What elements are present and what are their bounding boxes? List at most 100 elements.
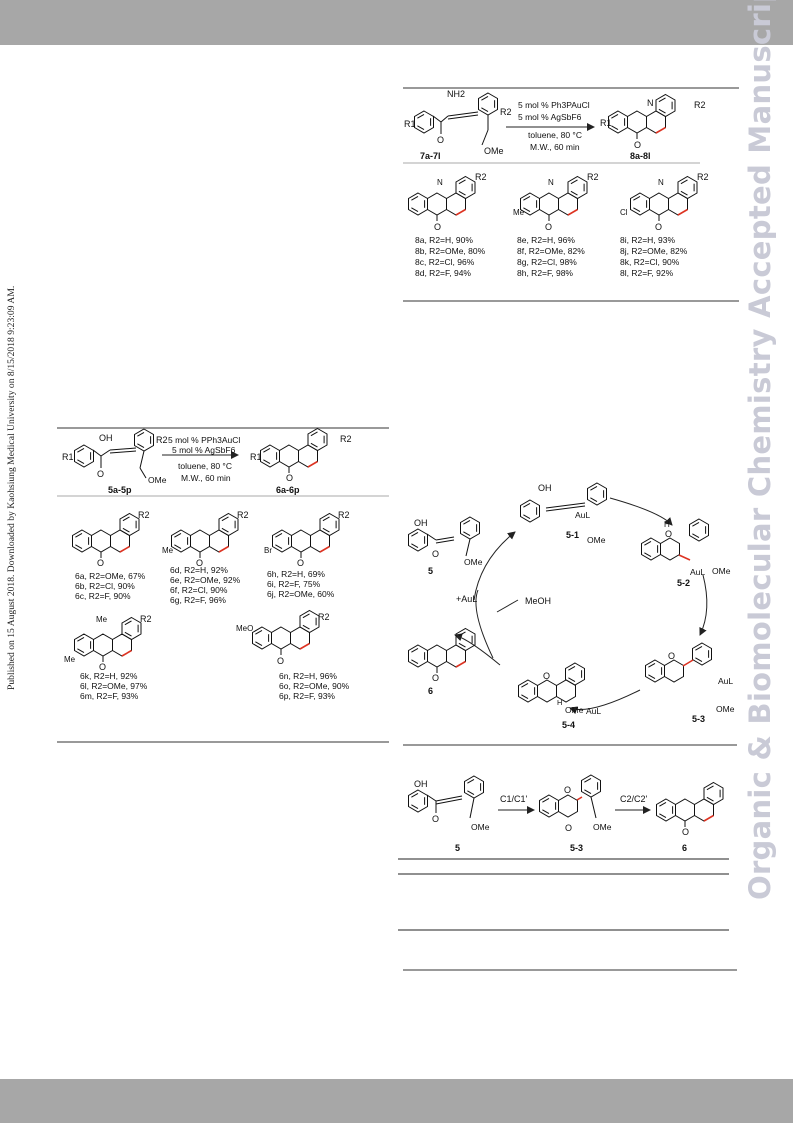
b53-styryl <box>581 774 601 798</box>
m53-ome: OMe <box>716 704 735 714</box>
entry-6j: 6j, R2=OMe, 60% <box>267 589 335 599</box>
mech-5-ring <box>408 528 428 552</box>
b6-product <box>657 783 724 828</box>
entry-8c: 8c, R2=Cl, 96% <box>415 257 475 267</box>
product-6d <box>172 514 239 559</box>
top-banner <box>0 0 793 45</box>
g5-o: O <box>277 656 284 666</box>
mechanism: OH OMe O 5 OH AuL OMe 5-1 O H AuL OMe 5-… <box>403 482 737 746</box>
b5-ome: OMe <box>471 822 490 832</box>
g4-me2: Me <box>64 655 76 664</box>
prod-r1: R1 <box>600 118 612 128</box>
product-6h <box>273 514 340 559</box>
g1-r2: R2 <box>138 510 150 520</box>
m54-aul: AuL <box>586 706 601 716</box>
cond1: 5 mol % Ph3PAuCl <box>518 100 590 110</box>
entry-8e: 8e, R2=H, 96% <box>517 235 575 245</box>
sm-ring <box>74 444 94 468</box>
entry-8k: 8k, R2=Cl, 90% <box>620 257 680 267</box>
m54-ome: OMe <box>565 705 584 715</box>
sm-styryl <box>134 428 154 452</box>
entry-6h: 6h, R2=H, 69% <box>267 569 325 579</box>
b5-ring <box>408 789 428 813</box>
styryl-ring <box>478 92 498 116</box>
scheme-bottom: OH OMe O 5 C1/C1' O O OMe 5-3 C2/C2' O 6 <box>398 774 737 971</box>
o-1: O <box>434 222 441 232</box>
cond2: 5 mol % AgSbF6 <box>172 445 236 455</box>
prod-label: 6a-6p <box>276 485 300 495</box>
r2-3: R2 <box>697 172 709 182</box>
entry-6p: 6p, R2=F, 93% <box>279 691 335 701</box>
r1-label: R1 <box>404 119 416 129</box>
aryl-ring <box>414 110 434 134</box>
entry-6f: 6f, R2=Cl, 90% <box>170 585 228 595</box>
label-5-1: 5-1 <box>566 530 579 540</box>
product-6 <box>261 429 328 474</box>
prod-label: 8a-8l <box>630 151 651 161</box>
prod-o: O <box>286 473 293 483</box>
entry-8i: 8i, R2=H, 93% <box>620 235 675 245</box>
r1: R1 <box>62 452 74 462</box>
entry-6d: 6d, R2=H, 92% <box>170 565 228 575</box>
b53-ome: OMe <box>593 822 612 832</box>
r2: R2 <box>156 435 168 445</box>
cond3: toluene, 80 °C <box>528 130 582 140</box>
b-label-5: 5 <box>455 843 460 853</box>
b5-styryl <box>464 775 484 799</box>
g4-r2: R2 <box>140 614 152 624</box>
entry-6i: 6i, R2=F, 75% <box>267 579 321 589</box>
b53-pyran <box>558 794 578 818</box>
mech-52-pyran <box>660 537 680 561</box>
o-label: O <box>437 135 444 145</box>
m52-aul: AuL <box>690 567 705 577</box>
b-label-5-3: 5-3 <box>570 843 583 853</box>
entry-6n: 6n, R2=H, 96% <box>279 671 337 681</box>
m5-ome: OMe <box>464 557 483 567</box>
o-3: O <box>655 222 662 232</box>
entry-8d: 8d, R2=F, 94% <box>415 268 471 278</box>
m52-h: H <box>664 520 670 529</box>
cond4: M.W., 60 min <box>530 142 580 152</box>
cond1: 5 mol % PPh3AuCl <box>168 435 240 445</box>
entry-6o: 6o, R2=OMe, 90% <box>279 681 350 691</box>
product-6k <box>75 618 142 663</box>
mech-51-ring <box>520 499 540 523</box>
step2: C2/C2' <box>620 794 648 804</box>
g5-meo: MeO <box>236 624 253 633</box>
entry-6k: 6k, R2=H, 92% <box>80 671 138 681</box>
m52-ome: OMe <box>712 566 731 576</box>
b53-o: O <box>564 785 571 795</box>
cond4: M.W., 60 min <box>181 473 231 483</box>
prod-r1: R1 <box>250 452 262 462</box>
g1-o: O <box>97 558 104 568</box>
label-5-2: 5-2 <box>677 578 690 588</box>
g2-r2: R2 <box>237 510 249 520</box>
g5-r2: R2 <box>318 612 330 622</box>
cond2: 5 mol % AgSbF6 <box>518 112 582 122</box>
entry-6a: 6a, R2=OMe, 67% <box>75 571 146 581</box>
cl-3: Cl <box>620 208 628 217</box>
b5-o: O <box>432 814 439 824</box>
m6-o: O <box>432 673 439 683</box>
scheme-top: R1 R2 NH2 OMe O 7a-7l 5 mol % Ph3PAuCl 5… <box>403 87 739 302</box>
mech-54-ring <box>518 679 538 703</box>
entry-8a: 8a, R2=H, 90% <box>415 235 473 245</box>
scheme-left: R1 R2 OH OMe O 5a-5p 5 mol % PPh3AuCl 5 … <box>57 427 389 743</box>
nh-1: N <box>437 178 443 187</box>
entry-8b: 8b, R2=OMe, 80% <box>415 246 486 256</box>
g4-me1: Me <box>96 615 108 624</box>
label-6: 6 <box>428 686 433 696</box>
ome-label: OMe <box>484 146 504 156</box>
r2-1: R2 <box>475 172 487 182</box>
meoh-label: MeOH <box>525 596 551 606</box>
m54-h: H <box>557 698 562 707</box>
catalyst-label: +AuL <box>456 594 477 604</box>
bottom-banner <box>0 1079 793 1123</box>
b-label-6: 6 <box>682 843 687 853</box>
label-5-4: 5-4 <box>562 720 575 730</box>
b53-o2: O <box>565 823 572 833</box>
b6-o: O <box>682 827 689 837</box>
mech-5-styryl <box>460 516 480 540</box>
g2-me: Me <box>162 546 174 555</box>
